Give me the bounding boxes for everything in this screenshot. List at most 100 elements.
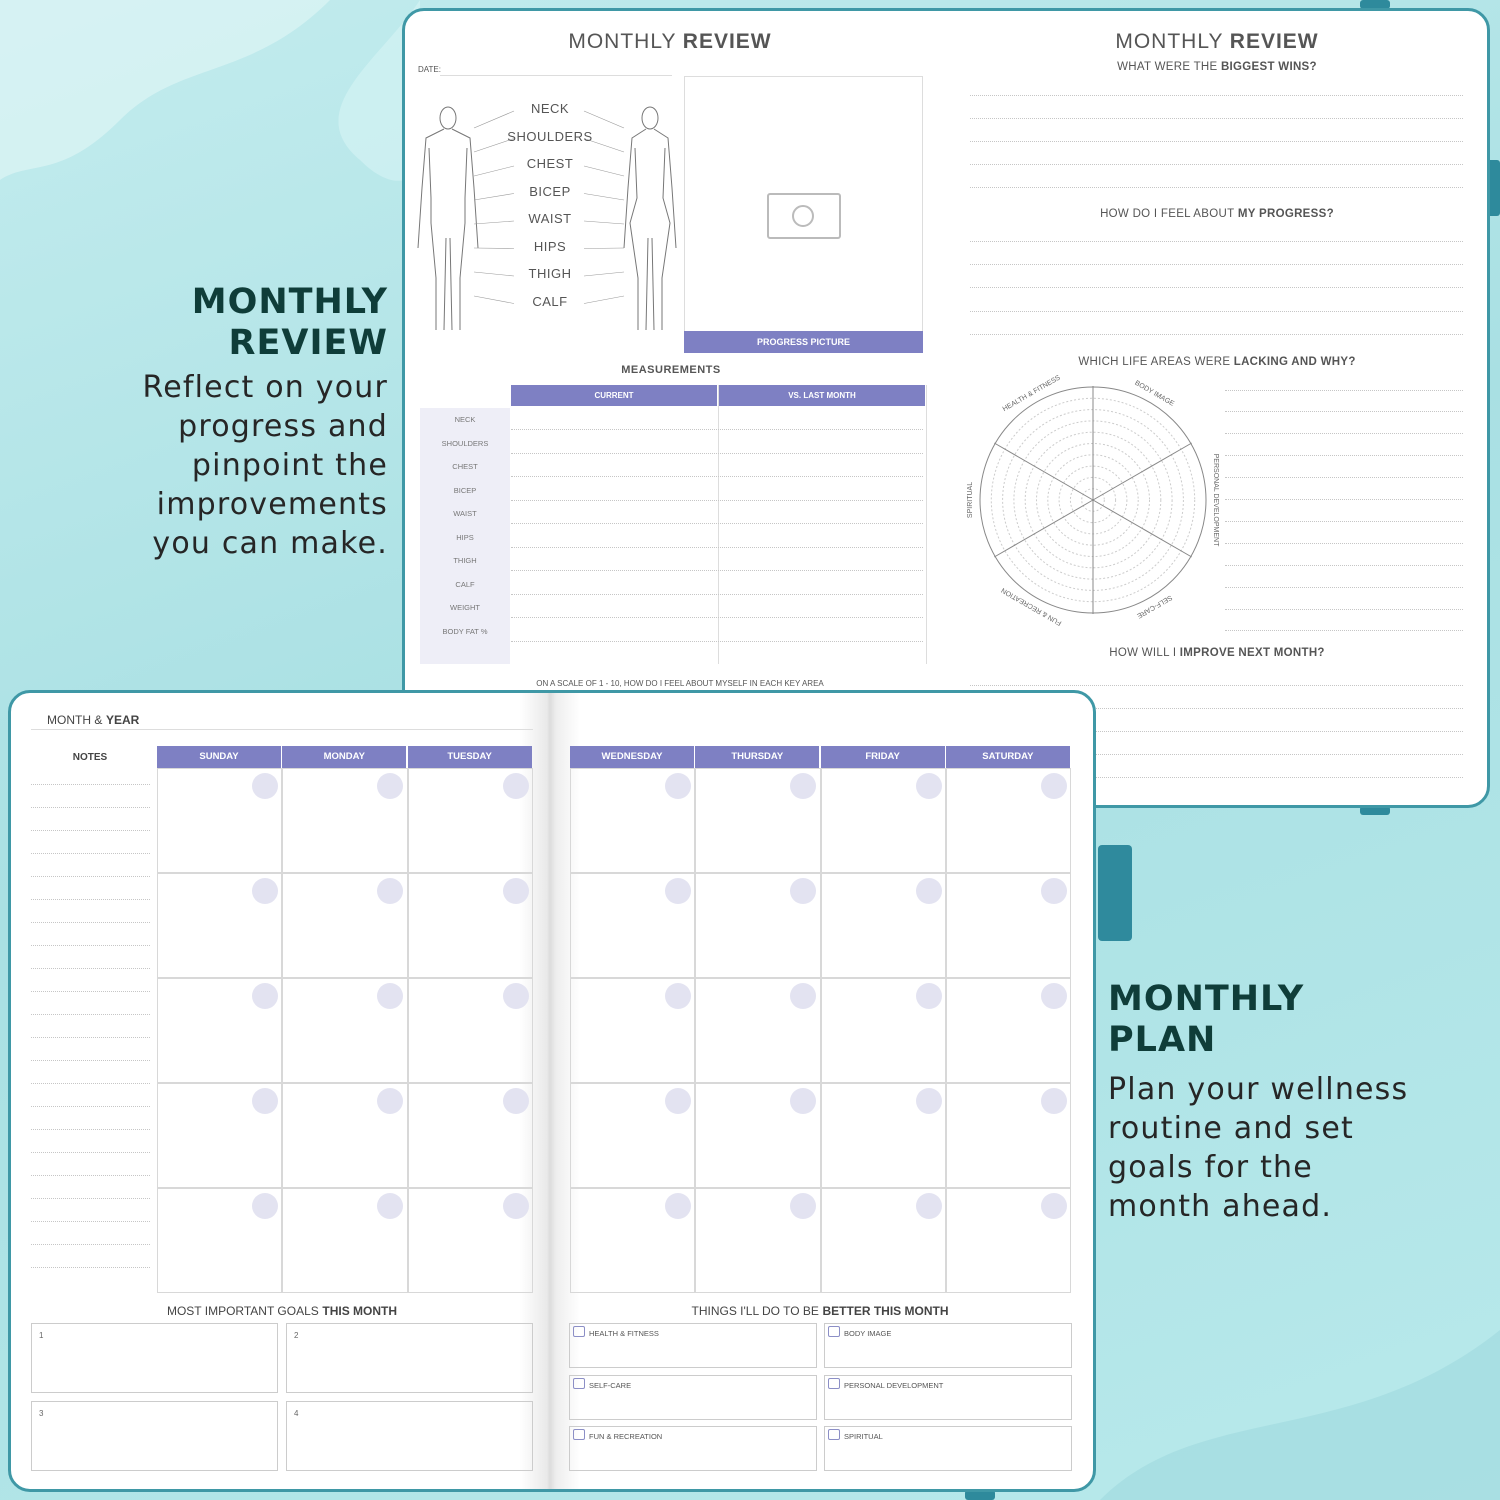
rule-line	[31, 1244, 150, 1245]
day-cell	[695, 873, 821, 978]
rule-line	[511, 523, 923, 524]
rule-line	[31, 1014, 150, 1015]
day-cell	[570, 1188, 696, 1293]
date-circle	[502, 983, 529, 1009]
row-label: NECK	[454, 415, 476, 424]
rule-line	[31, 1152, 150, 1153]
row-label: WAIST	[453, 509, 477, 518]
date-circle	[252, 773, 278, 799]
area-icon	[573, 1377, 585, 1389]
feature-text: goals for the	[1108, 1150, 1313, 1185]
feature-text: month ahead.	[1108, 1189, 1333, 1224]
rule-line	[31, 876, 150, 877]
day-cell	[570, 768, 696, 873]
figure-body	[417, 128, 479, 331]
day-cell	[407, 1188, 533, 1293]
wheel-spoke	[1092, 442, 1192, 501]
rule-line	[31, 1198, 150, 1199]
question-bold: MY PROGRESS?	[1237, 208, 1334, 220]
rule-line	[511, 452, 923, 454]
day-cell	[570, 1083, 696, 1188]
day-cell	[695, 978, 821, 1083]
day-cell	[820, 978, 946, 1083]
day-cell	[820, 1188, 946, 1293]
wheel-label: PERSONAL DEVELOPMENT	[1212, 454, 1219, 547]
question-bold: LACKING AND WHY?	[1233, 356, 1356, 368]
rule-line	[511, 546, 923, 548]
wheel-spoke	[994, 442, 1094, 501]
page-header-light: MONTH &	[47, 713, 103, 727]
feature-text: improvements	[156, 487, 388, 522]
wheel-label: SELF-CARE	[1135, 593, 1173, 619]
rule-line	[1225, 411, 1463, 412]
rule-line	[1225, 609, 1463, 610]
photo-caption: PROGRESS PICTURE	[684, 331, 923, 353]
day-cell	[282, 1083, 408, 1188]
date-circle	[377, 983, 404, 1009]
rule-line	[31, 807, 150, 808]
figure-head	[641, 106, 659, 130]
connector	[583, 295, 625, 304]
rule-line	[31, 1037, 150, 1038]
day-cell	[157, 978, 283, 1083]
area-label: FUN & RECREATION	[589, 1432, 663, 1441]
day-cell	[945, 978, 1072, 1083]
date-circle	[1040, 773, 1067, 799]
day-cell	[407, 768, 533, 873]
feature-text: progress and	[178, 409, 388, 444]
rule-line	[31, 968, 150, 969]
date-label: DATE:	[418, 65, 441, 74]
rule-line	[31, 1129, 150, 1130]
rule-line	[31, 1060, 150, 1061]
area-box	[569, 1374, 817, 1420]
area-box	[824, 1323, 1072, 1368]
connector	[583, 110, 625, 129]
feature-title: PLAN	[1108, 1020, 1217, 1060]
page-title-light: MONTHLY	[568, 30, 677, 53]
row-label: BODY FAT %	[442, 626, 488, 636]
body-diagram	[417, 106, 677, 331]
day-cell	[157, 1188, 283, 1293]
area-label: PERSONAL DEVELOPMENT	[844, 1380, 944, 1390]
section-title: THINGS I'LL DO TO BE BETTER THIS MONTH	[569, 1304, 1071, 1318]
area-icon	[828, 1377, 840, 1389]
area-box	[569, 1426, 817, 1471]
date-circle	[1040, 983, 1067, 1009]
rule-line	[511, 476, 923, 477]
area-box	[569, 1323, 817, 1368]
body-point-label: BICEP	[529, 183, 571, 199]
day-cell	[820, 873, 946, 978]
connector	[583, 271, 625, 277]
column-divider	[926, 385, 927, 664]
rule-line	[1225, 630, 1463, 631]
rule-line	[31, 1106, 150, 1107]
feature-text: pinpoint the	[191, 448, 388, 483]
day-cell	[157, 873, 283, 978]
goal-box	[286, 1401, 533, 1471]
feature-title: MONTHLY	[1108, 979, 1305, 1019]
date-circle	[665, 983, 691, 1009]
day-cell	[695, 1188, 821, 1293]
body-point-label: HIPS	[533, 238, 567, 254]
section-title-bold: THIS MONTH	[322, 1304, 398, 1318]
wheel-label: BODY IMAGE	[1133, 380, 1175, 408]
rule-line	[1225, 521, 1463, 522]
area-label: BODY IMAGE	[844, 1329, 892, 1338]
day-cell	[157, 1083, 283, 1188]
connector	[473, 271, 515, 277]
date-circle	[665, 1088, 691, 1114]
section-title-light: THINGS I'LL DO TO BE	[691, 1304, 819, 1318]
goal-number: 2	[294, 1331, 299, 1340]
date-circle	[1040, 878, 1067, 904]
rule-line	[31, 1083, 150, 1084]
connector	[473, 165, 515, 177]
date-circle	[790, 1088, 817, 1114]
day-cell	[570, 873, 696, 978]
area-icon	[828, 1326, 840, 1337]
column-header: CURRENT	[511, 385, 717, 406]
date-circle	[915, 1193, 942, 1219]
date-circle	[665, 878, 691, 904]
figure-body	[623, 128, 677, 331]
column-header: VS. LAST MONTH	[719, 385, 925, 406]
